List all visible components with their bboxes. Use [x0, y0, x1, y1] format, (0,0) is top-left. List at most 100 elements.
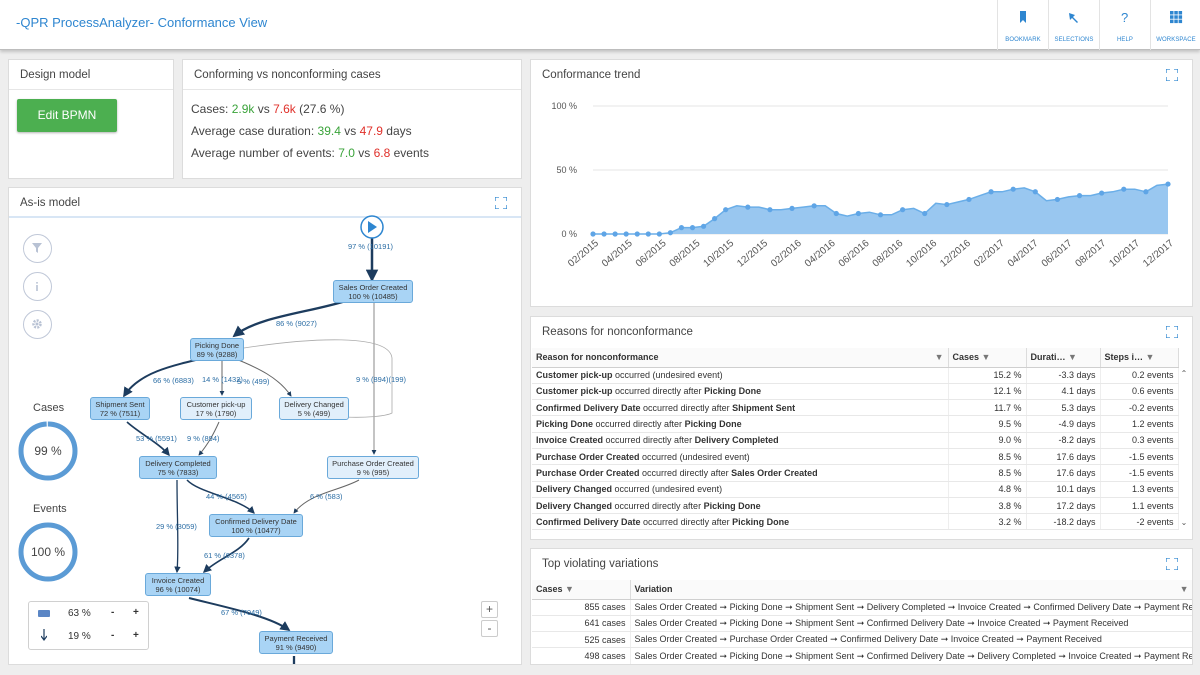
trend-point [922, 210, 928, 217]
bookmark-button[interactable]: BOOKMARK [997, 0, 1048, 50]
table-row[interactable]: Purchase Order Created occurred (undesir… [532, 448, 1179, 466]
column-header[interactable]: Durati… ▼ [1026, 348, 1101, 368]
workspace-button[interactable]: WORKSPACE [1150, 0, 1200, 50]
selections-button[interactable]: SELECTIONS [1048, 0, 1099, 50]
process-node[interactable]: Confirmed Delivery Date 100 % (10477) [209, 514, 303, 537]
process-node[interactable]: Delivery Changed 5 % (499) [279, 397, 349, 420]
reason-event: Customer pick-up [536, 386, 613, 397]
node-level-minus[interactable]: - [111, 607, 115, 618]
info-button[interactable] [23, 272, 52, 301]
variation-cell: Sales Order Created ➞ Picking Done ➞ Shi… [630, 599, 1192, 616]
cases-cell: 3.8 % [948, 497, 1027, 515]
table-row[interactable]: Customer pick-up occurred directly after… [532, 383, 1179, 401]
process-node[interactable]: Purchase Order Created 9 % (995) [327, 456, 419, 479]
process-node[interactable]: Customer pick-up 17 % (1790) [180, 397, 252, 420]
table-row[interactable]: 498 cases Sales Order Created ➞ Picking D… [532, 647, 1192, 664]
node-name: Customer pick-up [186, 400, 246, 409]
column-header[interactable]: Steps i… ▼ [1100, 348, 1179, 368]
trend-point [900, 207, 906, 213]
x-tick-label: 08/2015 [668, 238, 703, 270]
table-row[interactable]: 855 cases Sales Order Created ➞ Picking D… [532, 599, 1192, 616]
reason-prev-event: Shipment Sent [732, 402, 796, 413]
reason-event: Delivery Changed [536, 484, 613, 495]
cases-cell: 12.1 % [948, 383, 1027, 401]
help-button[interactable]: ? HELP [1099, 0, 1150, 50]
variations-table: Cases ▼ Variation ▼ 855 cases Sales Order … [532, 580, 1192, 664]
events-gauge-value: 100 % [31, 545, 65, 559]
reason-cell: Picking Done occurred directly after Pic… [532, 415, 949, 433]
filter-icon[interactable]: ▼ [1145, 352, 1155, 363]
column-header[interactable]: Cases ▼ [948, 348, 1027, 368]
trend-point [623, 231, 629, 237]
expand-icon[interactable] [1166, 558, 1178, 570]
gear-icon [32, 319, 42, 329]
filter-icon[interactable]: ▼ [1179, 584, 1189, 595]
process-node[interactable]: Payment Received 91 % (9490) [259, 631, 333, 654]
table-header-row: Reason for nonconformance ▼ Cases ▼ Durat… [532, 348, 1179, 368]
cases-cell: 9.0 % [948, 432, 1027, 449]
edge-label: 29 % (3059) [156, 522, 197, 531]
events-gauge-title: Events [33, 503, 67, 515]
top-bar: -QPR ProcessAnalyzer- Conformance View B… [0, 0, 1200, 50]
table-row[interactable]: Delivery Changed occurred (undesired eve… [532, 481, 1179, 498]
zoom-in-button[interactable]: + [481, 601, 498, 618]
column-header[interactable]: Cases ▼ [532, 580, 631, 600]
table-row[interactable]: Customer pick-up occurred (undesired eve… [532, 367, 1179, 384]
settings-button[interactable] [23, 310, 52, 339]
expand-icon[interactable] [1166, 69, 1178, 81]
edit-bpmn-button[interactable]: Edit BPMN [17, 99, 117, 132]
reason-text: occurred (undesired event) [612, 484, 723, 495]
filter-icon[interactable]: ▼ [934, 352, 944, 363]
trend-point [789, 205, 795, 211]
events-nonconforming: 6.8 [373, 146, 391, 160]
x-tick-label: 10/2016 [904, 238, 939, 270]
duration-cell: -18.2 days [1026, 513, 1101, 531]
filter-button[interactable] [23, 234, 52, 263]
process-node[interactable]: Picking Done 89 % (9288) [190, 338, 244, 361]
variation-cell: Sales Order Created ➞ Picking Done ➞ Shi… [630, 615, 1192, 633]
table-row[interactable]: Delivery Changed occurred directly after… [532, 497, 1179, 515]
cases-nonconforming: 7.6k [273, 102, 296, 116]
process-node[interactable]: Shipment Sent 72 % (7511) [90, 397, 150, 420]
reason-prev-event: Picking Done [732, 516, 790, 527]
column-header[interactable]: Reason for nonconformance ▼ [532, 348, 949, 368]
events-gauge: 100 % [18, 522, 78, 582]
as-is-model-panel: As-is model Cases 99 % Events 100 % [8, 187, 522, 665]
node-stat: 100 % (10485) [348, 292, 398, 301]
table-row[interactable]: Purchase Order Created occurred directly… [532, 464, 1179, 482]
process-node[interactable]: Sales Order Created 100 % (10485) [333, 280, 413, 303]
reason-cell: Purchase Order Created occurred (undesir… [532, 448, 949, 466]
variation-cell: Sales Order Created ➞ Purchase Order Cre… [630, 631, 1192, 649]
scrollbar[interactable]: ⌃ ⌄ [1180, 369, 1188, 527]
edge-level-minus[interactable]: - [111, 630, 115, 641]
events-unit: events [393, 146, 429, 160]
expand-icon[interactable] [1166, 326, 1178, 338]
table-row[interactable]: Picking Done occurred directly after Pic… [532, 415, 1179, 433]
reason-event: Purchase Order Created [536, 451, 640, 462]
filter-icon[interactable]: ▼ [565, 584, 574, 595]
table-row[interactable]: 641 cases Sales Order Created ➞ Picking D… [532, 615, 1192, 633]
filter-icon[interactable]: ▼ [1068, 352, 1077, 363]
node-name: Shipment Sent [95, 400, 145, 409]
edge-level-plus[interactable]: + [133, 630, 139, 641]
cases-cell: 15.2 % [948, 367, 1027, 384]
duration-label: Average case duration: [191, 124, 315, 138]
table-row[interactable]: Confirmed Delivery Date occurred directl… [532, 513, 1179, 531]
filter-icon[interactable]: ▼ [981, 352, 991, 363]
zoom-out-button[interactable]: - [481, 620, 498, 637]
reason-event: Delivery Changed [536, 500, 613, 511]
trend-point [1143, 189, 1149, 195]
workspace-icon [1170, 11, 1183, 24]
column-header[interactable]: Variation ▼ [630, 580, 1192, 600]
node-name: Purchase Order Created [332, 459, 414, 468]
table-row[interactable]: Confirmed Delivery Date occurred directl… [532, 399, 1179, 417]
table-row[interactable]: Invoice Created occurred directly after … [532, 432, 1179, 449]
trend-point [1121, 186, 1127, 192]
node-level-plus[interactable]: + [133, 607, 139, 618]
table-row[interactable]: 525 cases Sales Order Created ➞ Purchase … [532, 631, 1192, 649]
process-node[interactable]: Delivery Completed 75 % (7833) [139, 456, 217, 479]
duration-cell: 17.2 days [1026, 497, 1101, 515]
process-node[interactable]: Invoice Created 96 % (10074) [145, 573, 211, 596]
edge-label: 67 % (7049) [221, 608, 262, 617]
cases-percent: (27.6 %) [299, 102, 345, 116]
